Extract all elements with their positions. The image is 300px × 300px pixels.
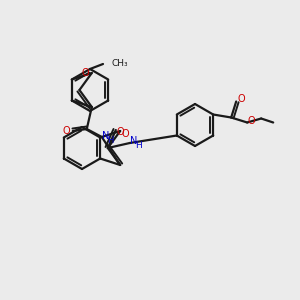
Text: H: H bbox=[135, 142, 142, 151]
Text: O: O bbox=[63, 126, 70, 136]
Text: O: O bbox=[82, 68, 90, 78]
Text: O: O bbox=[116, 127, 124, 137]
Text: O: O bbox=[248, 116, 255, 125]
Text: H: H bbox=[108, 136, 114, 146]
Text: O: O bbox=[121, 129, 129, 139]
Text: O: O bbox=[237, 94, 245, 104]
Text: N: N bbox=[130, 136, 137, 146]
Text: CH₃: CH₃ bbox=[111, 59, 128, 68]
Text: N: N bbox=[102, 131, 110, 141]
